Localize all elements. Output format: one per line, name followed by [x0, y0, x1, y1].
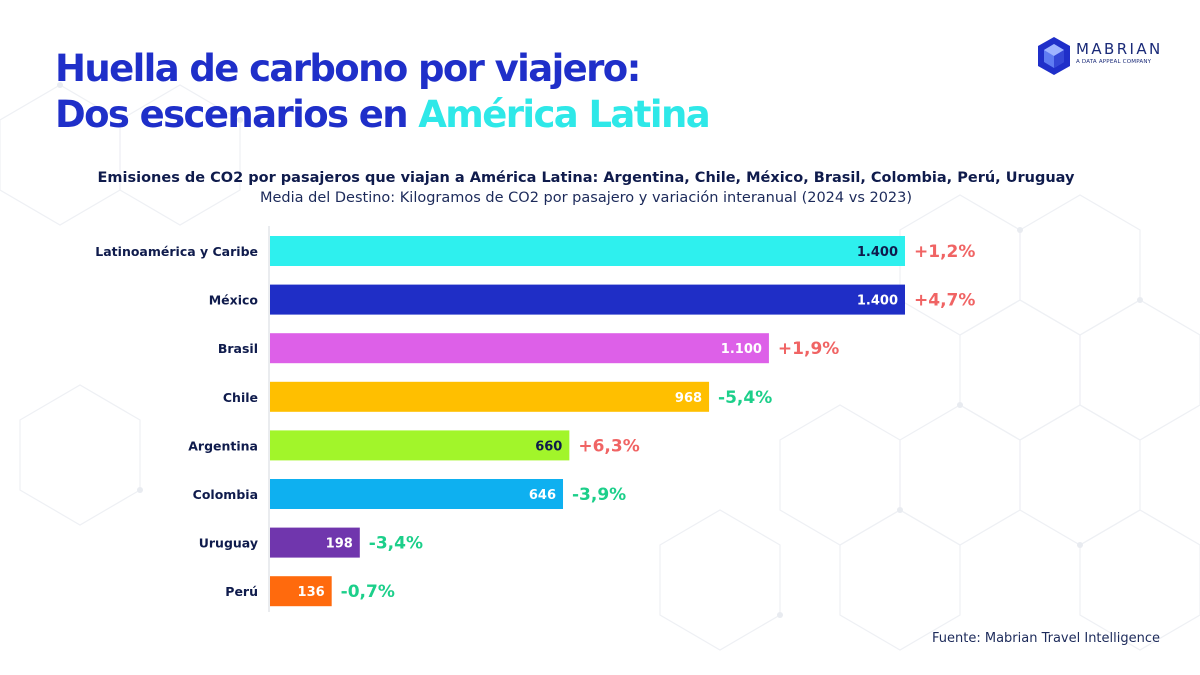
- bar: [270, 527, 360, 558]
- value-label: 660: [535, 439, 562, 454]
- change-label: +4,7%: [914, 291, 975, 311]
- chart-title: Emisiones de CO2 por pasajeros que viaja…: [97, 170, 1075, 186]
- category-label: Perú: [225, 584, 258, 599]
- category-label: Latinoamérica y Caribe: [95, 244, 258, 259]
- source-note: Fuente: Mabrian Travel Intelligence: [932, 631, 1160, 646]
- bar: [270, 381, 710, 412]
- value-label: 1.400: [857, 245, 898, 260]
- page-title: Huella de carbono por viajero: Dos escen…: [55, 46, 711, 138]
- category-label: México: [209, 293, 259, 308]
- logo-name: MABRIAN: [1076, 40, 1163, 58]
- change-label: -3,4%: [369, 534, 423, 554]
- change-label: +6,3%: [578, 436, 639, 456]
- logo-tagline: A DATA APPEAL COMPANY: [1076, 59, 1152, 65]
- value-label: 198: [326, 537, 353, 552]
- brand-logo: MABRIAN A DATA APPEAL COMPANY: [1036, 36, 1166, 76]
- change-label: -5,4%: [718, 388, 772, 408]
- category-label: Brasil: [218, 341, 258, 356]
- chart-subtitle: Media del Destino: Kilogramos de CO2 por…: [259, 190, 913, 206]
- category-label: Argentina: [188, 438, 258, 453]
- category-label: Uruguay: [199, 536, 258, 551]
- bar: [270, 284, 905, 315]
- bar: [270, 576, 332, 607]
- value-label: 136: [298, 585, 325, 600]
- change-label: -0,7%: [341, 582, 395, 602]
- hexagon-logo-icon: [1038, 37, 1070, 75]
- category-label: Chile: [223, 390, 258, 405]
- title-line-2-accent: América Latina: [418, 93, 710, 136]
- value-label: 1.400: [857, 294, 898, 309]
- bar: [270, 479, 564, 509]
- change-label: +1,2%: [914, 242, 975, 262]
- bar: [270, 236, 905, 266]
- change-label: -3,9%: [572, 485, 626, 505]
- category-label: Colombia: [193, 487, 258, 502]
- bar: [270, 430, 570, 461]
- value-label: 646: [529, 488, 556, 503]
- value-label: 1.100: [721, 342, 762, 357]
- change-label: +1,9%: [778, 339, 839, 359]
- title-line-2: Dos escenarios en América Latina: [55, 92, 711, 138]
- title-line-2-plain: Dos escenarios en: [55, 93, 419, 136]
- bar: [270, 333, 769, 364]
- value-label: 968: [675, 391, 702, 406]
- title-line-1: Huella de carbono por viajero:: [55, 47, 641, 90]
